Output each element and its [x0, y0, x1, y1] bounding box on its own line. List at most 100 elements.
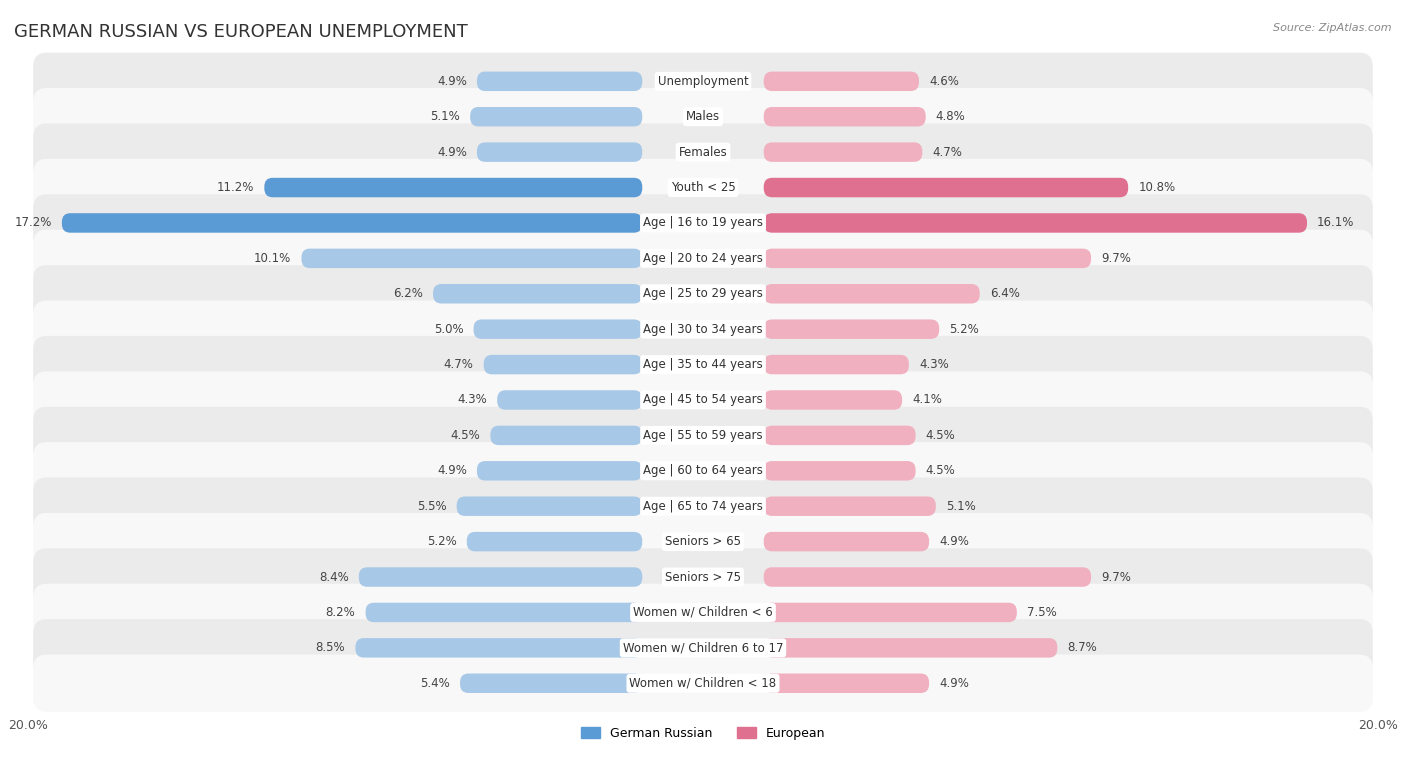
Text: 8.4%: 8.4%	[319, 571, 349, 584]
Text: Age | 60 to 64 years: Age | 60 to 64 years	[643, 464, 763, 478]
FancyBboxPatch shape	[34, 195, 1372, 251]
Text: 4.5%: 4.5%	[925, 429, 956, 442]
FancyBboxPatch shape	[763, 142, 922, 162]
FancyBboxPatch shape	[763, 391, 903, 410]
Text: GERMAN RUSSIAN VS EUROPEAN UNEMPLOYMENT: GERMAN RUSSIAN VS EUROPEAN UNEMPLOYMENT	[14, 23, 468, 41]
Text: 10.8%: 10.8%	[1139, 181, 1175, 194]
Text: 4.9%: 4.9%	[939, 535, 969, 548]
Text: 4.9%: 4.9%	[437, 145, 467, 159]
FancyBboxPatch shape	[460, 674, 643, 693]
FancyBboxPatch shape	[34, 584, 1372, 641]
Text: Age | 35 to 44 years: Age | 35 to 44 years	[643, 358, 763, 371]
FancyBboxPatch shape	[467, 532, 643, 551]
FancyBboxPatch shape	[34, 478, 1372, 535]
Text: Youth < 25: Youth < 25	[671, 181, 735, 194]
Text: 4.6%: 4.6%	[929, 75, 959, 88]
Text: 6.2%: 6.2%	[394, 287, 423, 301]
FancyBboxPatch shape	[34, 548, 1372, 606]
Text: 17.2%: 17.2%	[14, 217, 52, 229]
FancyBboxPatch shape	[763, 107, 925, 126]
Text: Females: Females	[679, 145, 727, 159]
Text: Source: ZipAtlas.com: Source: ZipAtlas.com	[1274, 23, 1392, 33]
Legend: German Russian, European: German Russian, European	[576, 722, 830, 745]
Text: Age | 20 to 24 years: Age | 20 to 24 years	[643, 252, 763, 265]
Text: 4.9%: 4.9%	[437, 464, 467, 478]
Text: 9.7%: 9.7%	[1101, 252, 1130, 265]
FancyBboxPatch shape	[763, 284, 980, 304]
FancyBboxPatch shape	[477, 72, 643, 91]
FancyBboxPatch shape	[457, 497, 643, 516]
Text: Age | 16 to 19 years: Age | 16 to 19 years	[643, 217, 763, 229]
FancyBboxPatch shape	[477, 142, 643, 162]
FancyBboxPatch shape	[366, 603, 643, 622]
Text: 4.7%: 4.7%	[444, 358, 474, 371]
FancyBboxPatch shape	[34, 159, 1372, 217]
FancyBboxPatch shape	[264, 178, 643, 198]
FancyBboxPatch shape	[763, 213, 1308, 232]
FancyBboxPatch shape	[34, 655, 1372, 712]
FancyBboxPatch shape	[34, 619, 1372, 677]
Text: 7.5%: 7.5%	[1026, 606, 1057, 619]
Text: Males: Males	[686, 111, 720, 123]
FancyBboxPatch shape	[763, 72, 920, 91]
FancyBboxPatch shape	[763, 497, 936, 516]
Text: 4.8%: 4.8%	[936, 111, 966, 123]
FancyBboxPatch shape	[498, 391, 643, 410]
Text: 4.9%: 4.9%	[939, 677, 969, 690]
Text: Age | 30 to 34 years: Age | 30 to 34 years	[643, 322, 763, 335]
FancyBboxPatch shape	[359, 567, 643, 587]
Text: 4.7%: 4.7%	[932, 145, 962, 159]
FancyBboxPatch shape	[301, 248, 643, 268]
Text: 10.1%: 10.1%	[254, 252, 291, 265]
Text: 8.7%: 8.7%	[1067, 641, 1097, 654]
Text: Age | 65 to 74 years: Age | 65 to 74 years	[643, 500, 763, 512]
FancyBboxPatch shape	[763, 248, 1091, 268]
Text: 11.2%: 11.2%	[217, 181, 254, 194]
Text: 5.4%: 5.4%	[420, 677, 450, 690]
FancyBboxPatch shape	[763, 425, 915, 445]
Text: Women w/ Children < 18: Women w/ Children < 18	[630, 677, 776, 690]
FancyBboxPatch shape	[34, 53, 1372, 110]
FancyBboxPatch shape	[34, 229, 1372, 287]
FancyBboxPatch shape	[484, 355, 643, 374]
FancyBboxPatch shape	[763, 567, 1091, 587]
FancyBboxPatch shape	[763, 674, 929, 693]
Text: 4.1%: 4.1%	[912, 394, 942, 407]
Text: 4.3%: 4.3%	[920, 358, 949, 371]
Text: Unemployment: Unemployment	[658, 75, 748, 88]
FancyBboxPatch shape	[477, 461, 643, 481]
FancyBboxPatch shape	[34, 88, 1372, 145]
FancyBboxPatch shape	[356, 638, 643, 658]
Text: 8.2%: 8.2%	[326, 606, 356, 619]
Text: 6.4%: 6.4%	[990, 287, 1019, 301]
Text: Seniors > 65: Seniors > 65	[665, 535, 741, 548]
FancyBboxPatch shape	[34, 336, 1372, 394]
Text: 8.5%: 8.5%	[316, 641, 346, 654]
FancyBboxPatch shape	[34, 442, 1372, 500]
FancyBboxPatch shape	[763, 319, 939, 339]
Text: 4.9%: 4.9%	[437, 75, 467, 88]
Text: Age | 55 to 59 years: Age | 55 to 59 years	[643, 429, 763, 442]
Text: Age | 25 to 29 years: Age | 25 to 29 years	[643, 287, 763, 301]
FancyBboxPatch shape	[474, 319, 643, 339]
FancyBboxPatch shape	[34, 265, 1372, 322]
FancyBboxPatch shape	[34, 372, 1372, 428]
FancyBboxPatch shape	[763, 603, 1017, 622]
Text: 4.5%: 4.5%	[450, 429, 481, 442]
Text: 5.0%: 5.0%	[434, 322, 464, 335]
FancyBboxPatch shape	[763, 532, 929, 551]
Text: 5.1%: 5.1%	[430, 111, 460, 123]
Text: Women w/ Children < 6: Women w/ Children < 6	[633, 606, 773, 619]
Text: 4.5%: 4.5%	[925, 464, 956, 478]
Text: Women w/ Children 6 to 17: Women w/ Children 6 to 17	[623, 641, 783, 654]
FancyBboxPatch shape	[34, 123, 1372, 181]
FancyBboxPatch shape	[34, 301, 1372, 358]
Text: Seniors > 75: Seniors > 75	[665, 571, 741, 584]
FancyBboxPatch shape	[763, 178, 1128, 198]
FancyBboxPatch shape	[491, 425, 643, 445]
Text: 4.3%: 4.3%	[457, 394, 486, 407]
FancyBboxPatch shape	[763, 355, 908, 374]
FancyBboxPatch shape	[470, 107, 643, 126]
FancyBboxPatch shape	[34, 513, 1372, 570]
FancyBboxPatch shape	[763, 461, 915, 481]
